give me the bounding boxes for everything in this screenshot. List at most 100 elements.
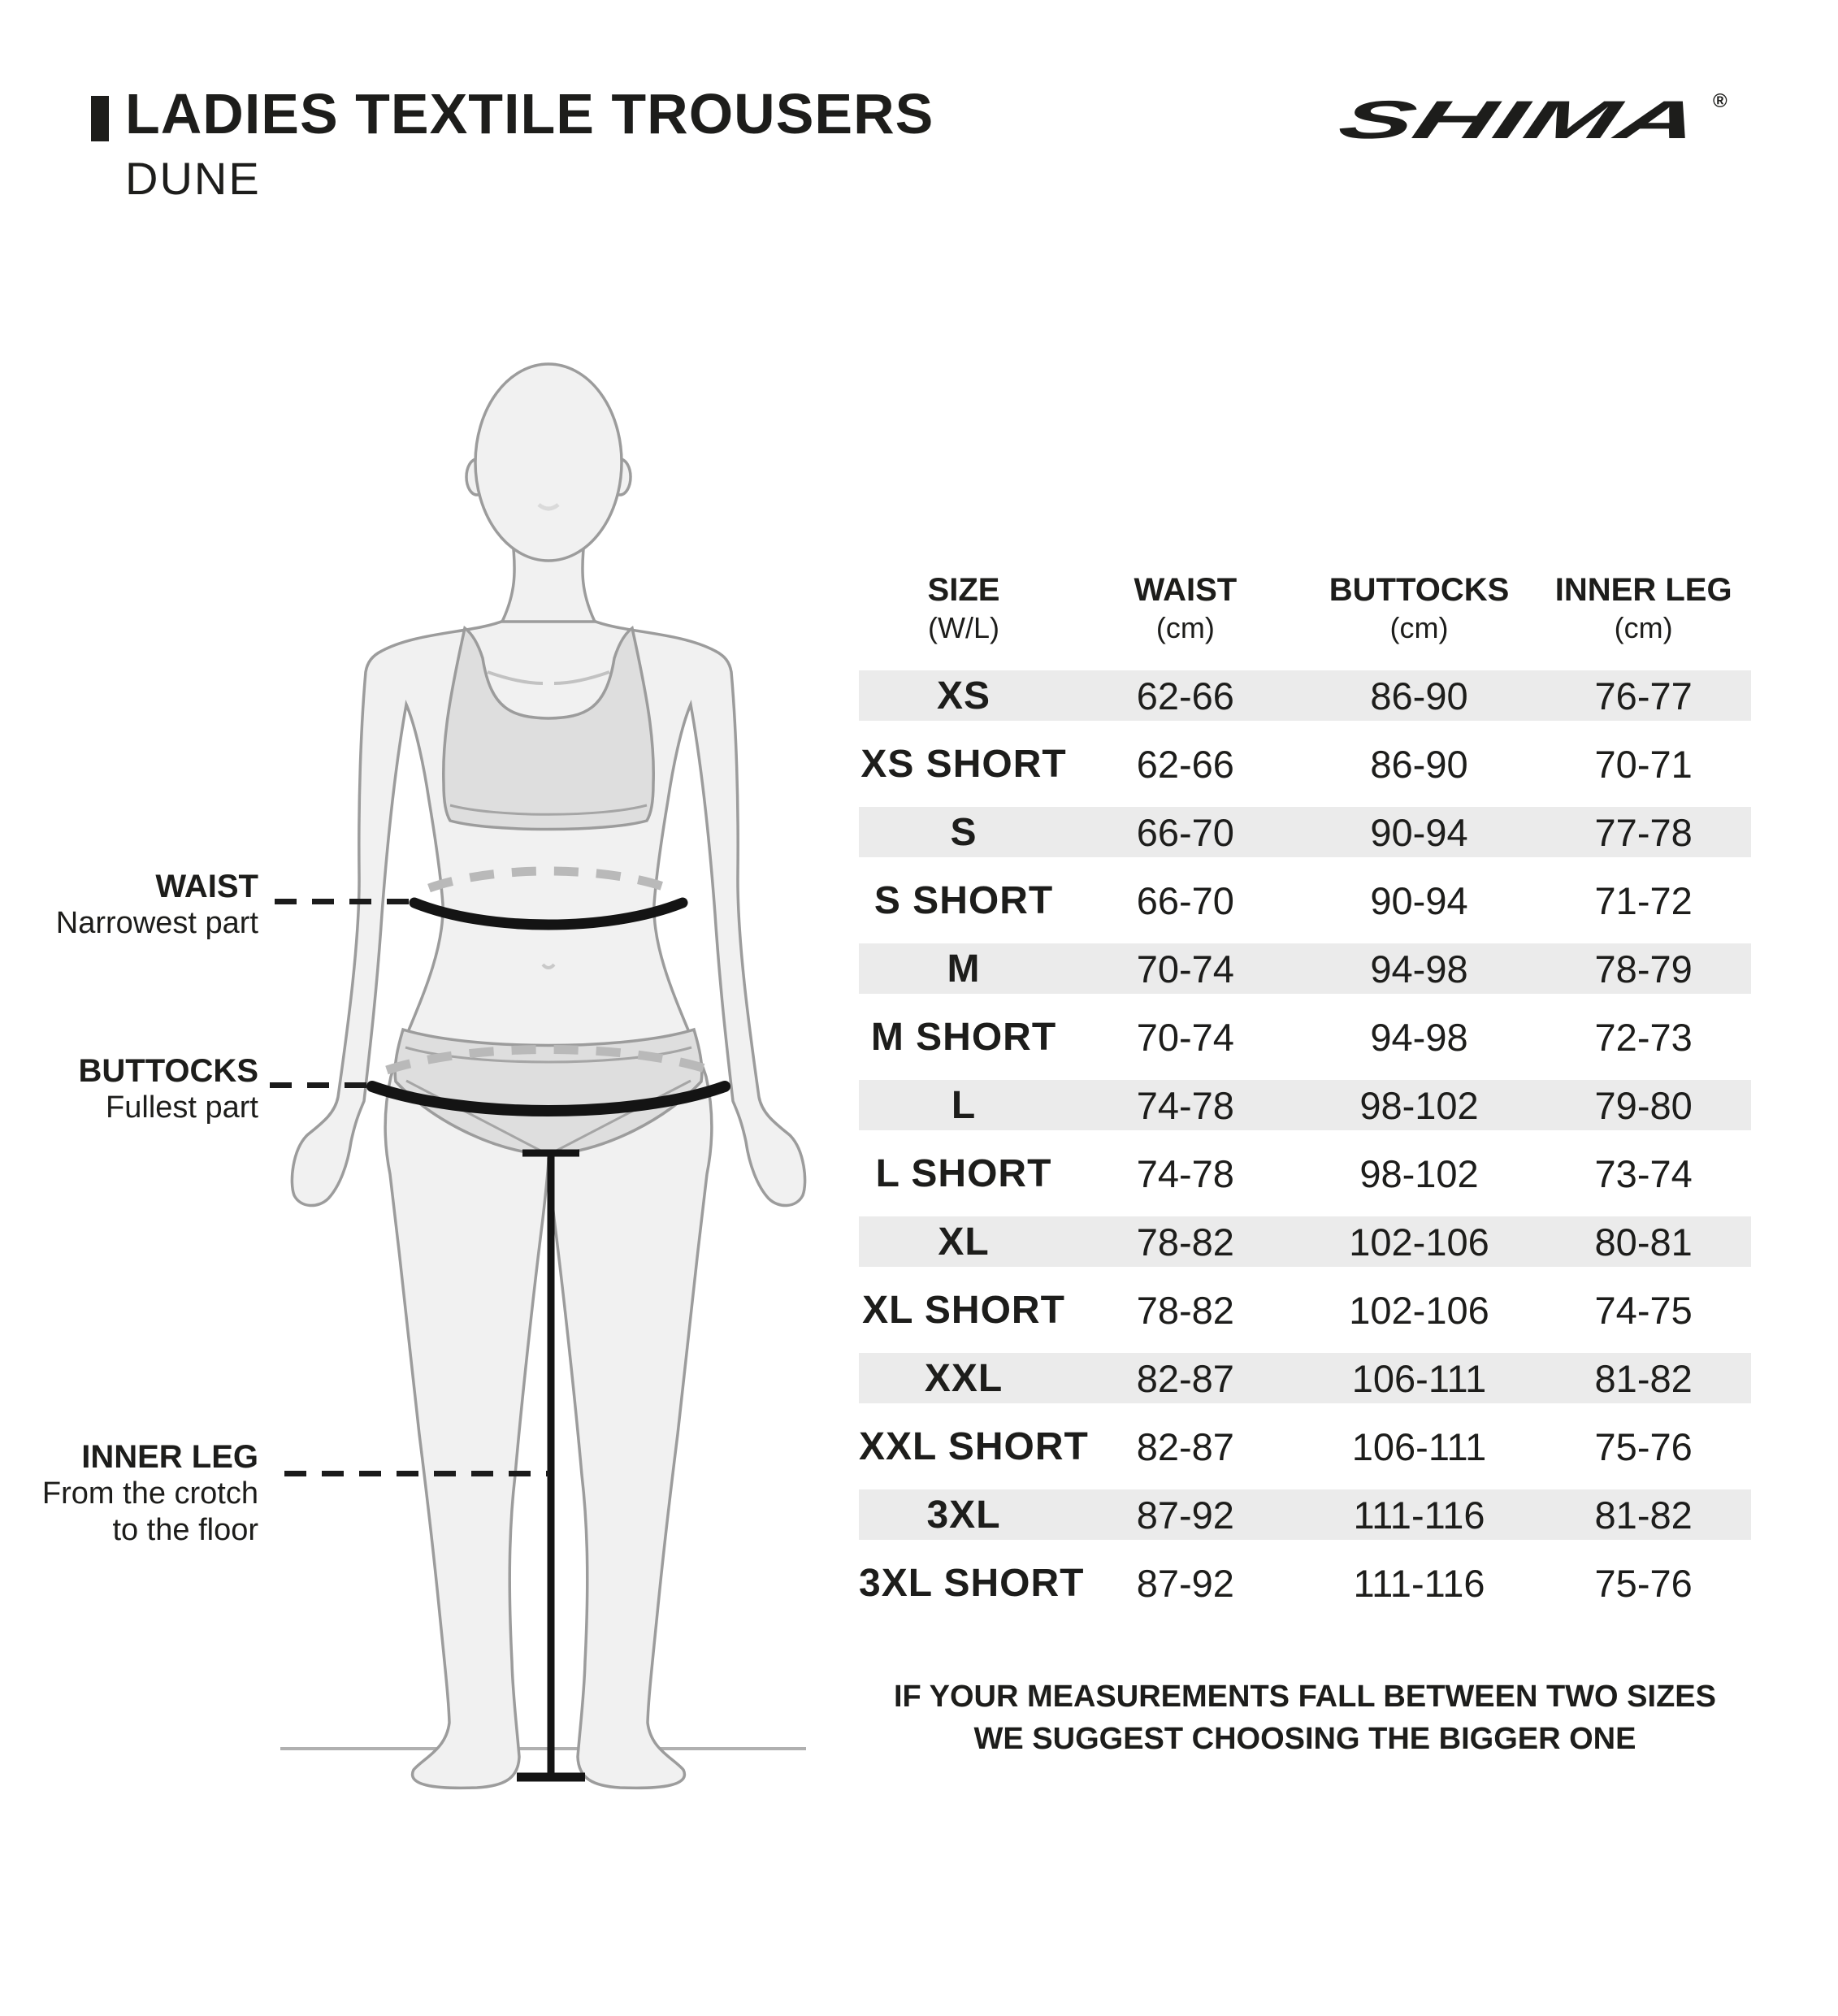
sports-bra [442,625,655,831]
waist-cell: 82-87 [1136,1424,1234,1468]
size-cell: XXL [924,1356,1004,1400]
size-cell: S SHORT [873,878,1054,922]
inner-leg-cell: 70-71 [1594,742,1693,786]
waist-cell: 62-66 [1136,674,1234,718]
size-cell: L SHORT [875,1151,1052,1195]
brand-wordmark: SHIMA [1332,90,1706,150]
buttocks-cell: 98-102 [1359,1151,1479,1195]
title-accent-bar [91,96,109,141]
table-row: L 74-78 98-102 79-80 [859,1071,1751,1139]
size-table: SIZE (W/L) WAIST (cm) BUTTOCKS (cm) INNE… [859,570,1751,1617]
waist-cell: 74-78 [1136,1083,1234,1127]
buttocks-cell: 111-116 [1353,1561,1485,1605]
waist-band-front [409,897,688,930]
table-row: L SHORT 74-78 98-102 73-74 [859,1139,1751,1207]
sizing-advice-line1: IF YOUR MEASUREMENTS FALL BETWEEN TWO SI… [894,1680,1716,1714]
inner-leg-cell: 73-74 [1594,1151,1693,1195]
table-row: 3XL 87-92 111-116 81-82 [859,1481,1751,1549]
waist-cell: 78-82 [1136,1220,1234,1264]
waist-label-description: Narrowest part [55,906,258,940]
table-row: 3XL SHORT 87-92 111-116 75-76 [859,1549,1751,1617]
column-header-size: SIZE (W/L) [927,572,1000,644]
inner-leg-label: INNER LEG [81,1439,258,1475]
waist-label: WAIST [155,869,258,904]
table-row: XL 78-82 102-106 80-81 [859,1207,1751,1276]
inner-leg-cell: 74-75 [1594,1288,1693,1332]
table-row: M 70-74 94-98 78-79 [859,934,1751,1003]
size-cell: M [947,947,981,991]
collarbone-right [553,670,610,685]
size-cell: M SHORT [870,1015,1057,1059]
waist-cell: 66-70 [1136,810,1234,854]
table-row: XXL SHORT 82-87 106-111 75-76 [859,1412,1751,1481]
buttocks-label: BUTTOCKS [78,1053,258,1089]
page-title: LADIES TEXTILE TROUSERS [125,82,934,145]
waist-cell: 70-74 [1136,947,1234,991]
briefs-seam-right [551,1079,691,1155]
buttocks-label-description: Fullest part [106,1090,258,1125]
buttocks-label-group: BUTTOCKS Fullest part [33,1052,258,1126]
size-cell: XXL SHORT [859,1424,1089,1468]
waist-band-back-dashed [427,866,670,893]
inner-leg-cell: 75-76 [1594,1561,1693,1605]
column-header-waist: WAIST (cm) [1134,572,1238,644]
buttocks-cell: 86-90 [1370,674,1468,718]
waist-cell: 62-66 [1136,742,1234,786]
size-cell: L [951,1083,977,1127]
briefs-seam-left [405,1079,546,1155]
inner-leg-cell: 77-78 [1594,810,1693,854]
table-row: XS SHORT 62-66 86-90 70-71 [859,730,1751,798]
product-name: DUNE [125,153,261,204]
buttocks-cell: 94-98 [1370,947,1468,991]
inner-leg-cell: 72-73 [1594,1015,1693,1059]
inner-leg-label-description: From the crotch to the floor [41,1476,258,1547]
navel [541,963,556,969]
buttocks-cell: 98-102 [1359,1083,1479,1127]
sizing-advice-note: IF YOUR MEASUREMENTS FALL BETWEEN TWO SI… [859,1676,1751,1760]
size-cell: XL SHORT [862,1288,1065,1332]
waist-cell: 70-74 [1136,1015,1234,1059]
waist-cell: 87-92 [1136,1493,1234,1537]
inner-leg-cell: 75-76 [1594,1424,1693,1468]
column-header-buttocks: BUTTOCKS (cm) [1329,572,1510,644]
body-figure-illustration [280,362,807,1790]
bra-underband-line [449,804,648,816]
waist-cell: 87-92 [1136,1561,1234,1605]
size-cell: S [950,810,978,854]
registered-trademark-icon: ® [1713,90,1727,112]
inner-leg-cell: 76-77 [1594,674,1693,718]
column-header-inner-leg: INNER LEG (cm) [1554,572,1732,644]
sizing-advice-line2: WE SUGGEST CHOOSING THE BIGGER ONE [973,1722,1636,1756]
table-row: XL SHORT 78-82 102-106 74-75 [859,1276,1751,1344]
waist-label-group: WAIST Narrowest part [33,868,258,942]
buttocks-cell: 102-106 [1349,1288,1489,1332]
inner-leg-cell: 81-82 [1594,1356,1693,1400]
buttocks-cell: 86-90 [1370,742,1468,786]
inner-leg-cell: 81-82 [1594,1493,1693,1537]
size-cell: 3XL [926,1493,1001,1537]
buttocks-cell: 106-111 [1351,1424,1487,1468]
buttocks-cell: 90-94 [1370,810,1468,854]
inner-leg-cell: 71-72 [1594,878,1693,922]
table-body: XS 62-66 86-90 76-77 XS SHORT 62-66 86-9… [859,661,1751,1617]
waist-cell: 74-78 [1136,1151,1234,1195]
table-row: S SHORT 66-70 90-94 71-72 [859,866,1751,934]
size-cell: XS SHORT [860,742,1067,786]
buttocks-cell: 111-116 [1353,1493,1485,1537]
table-row: XXL 82-87 106-111 81-82 [859,1344,1751,1412]
waist-cell: 78-82 [1136,1288,1234,1332]
buttocks-cell: 90-94 [1370,878,1468,922]
inner-leg-cell: 80-81 [1594,1220,1693,1264]
waist-cell: 66-70 [1136,878,1234,922]
nose-hint [537,502,560,511]
inner-leg-cell: 79-80 [1594,1083,1693,1127]
size-cell: XS [936,674,991,718]
table-row: M SHORT 70-74 94-98 72-73 [859,1003,1751,1071]
size-cell: XL [938,1220,990,1264]
collarbone-left [487,670,544,685]
table-row: S 66-70 90-94 77-78 [859,798,1751,866]
inner-leg-cell: 78-79 [1594,947,1693,991]
head [474,362,623,562]
buttocks-cell: 102-106 [1349,1220,1489,1264]
